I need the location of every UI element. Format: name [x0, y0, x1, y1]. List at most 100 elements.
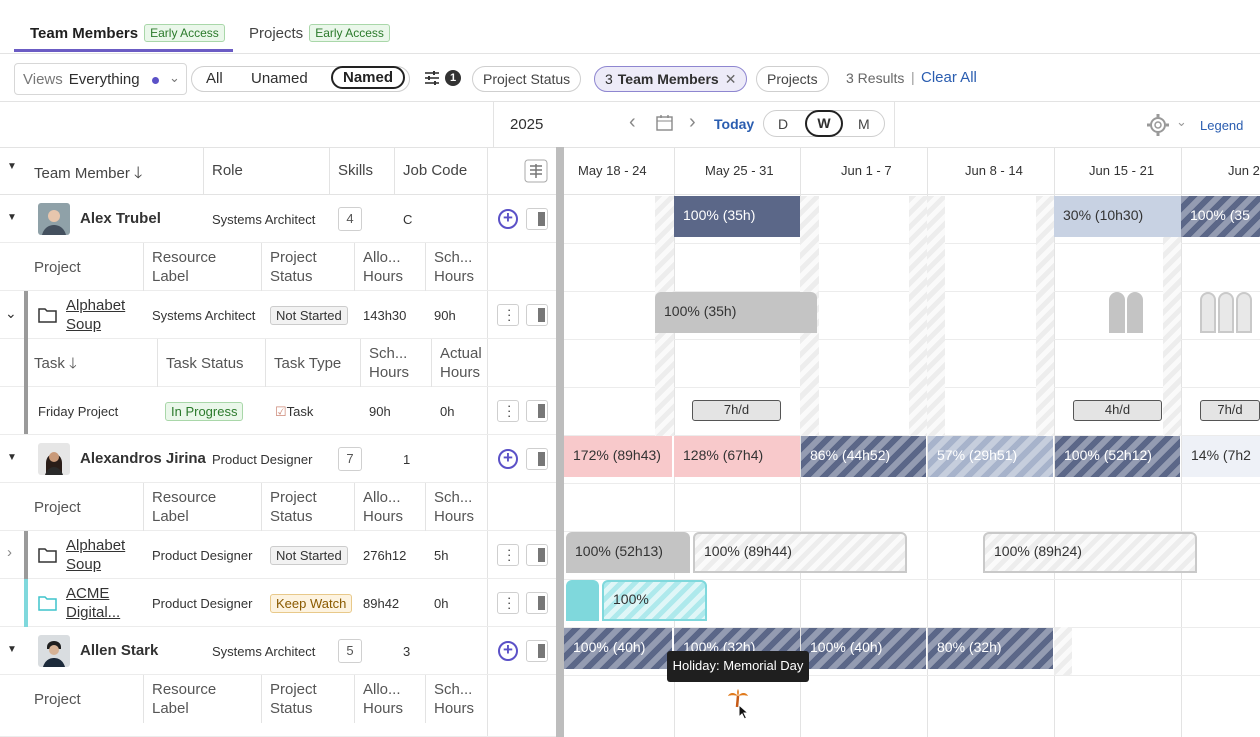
- allocation-bar[interactable]: 86% (44h52): [801, 436, 926, 477]
- seg-all[interactable]: All: [206, 70, 223, 87]
- task-name[interactable]: Friday Project: [38, 404, 119, 419]
- member-role: Product Designer: [212, 452, 313, 467]
- week-header: [564, 147, 1260, 195]
- clear-all-link[interactable]: Clear All: [921, 69, 977, 86]
- skills-count[interactable]: 7: [338, 447, 362, 471]
- column-team-member[interactable]: Team Member 🡓: [34, 162, 142, 189]
- legend-link[interactable]: Legend: [1200, 118, 1244, 133]
- gear-icon[interactable]: [1146, 113, 1170, 137]
- subhead-project-status: Project Status: [270, 489, 317, 525]
- project-bar-segment[interactable]: [566, 580, 599, 621]
- more-icon[interactable]: · · ·: [497, 543, 519, 566]
- tab-team-members[interactable]: Team Members Early Access: [30, 24, 225, 42]
- column-role[interactable]: Role: [212, 162, 243, 179]
- today-button[interactable]: Today: [714, 116, 755, 132]
- subhead-resource-label: Resource Label: [152, 681, 217, 717]
- column-picker-icon[interactable]: [524, 159, 548, 183]
- collapse-all-icon[interactable]: ▼: [7, 161, 17, 172]
- week-label: Jun 15 - 21: [1089, 163, 1155, 178]
- tab-label: Projects: [249, 24, 304, 42]
- task-hours-pill[interactable]: 4h/d: [1073, 400, 1162, 421]
- chevron-down-icon[interactable]: ⌄: [5, 305, 17, 321]
- allocation-bar[interactable]: 100% (40h): [801, 628, 926, 669]
- project-bar[interactable]: 100% (89h44): [693, 532, 907, 573]
- project-bar[interactable]: 100% (89h24): [983, 532, 1197, 573]
- member-name[interactable]: Alex Trubel: [80, 210, 161, 227]
- skills-count[interactable]: 4: [338, 207, 362, 231]
- column-skills[interactable]: Skills: [338, 162, 374, 179]
- chevron-right-icon[interactable]: ›: [689, 111, 696, 133]
- member-name[interactable]: Allen Stark: [80, 642, 159, 659]
- allocation-bar[interactable]: 128% (67h4): [674, 436, 800, 477]
- collapse-icon[interactable]: ▼: [7, 452, 17, 463]
- panel-icon[interactable]: [526, 592, 548, 614]
- chip-team-members[interactable]: 3 Team Members ✕: [594, 66, 748, 92]
- allocation-bar[interactable]: 100% (52h12): [1055, 436, 1180, 477]
- resource-label: Product Designer: [152, 596, 253, 611]
- column-label: Team Member: [34, 165, 130, 182]
- zoom-month[interactable]: M: [858, 116, 870, 132]
- tab-projects[interactable]: Projects Early Access: [249, 24, 390, 42]
- panel-icon[interactable]: [526, 208, 548, 230]
- avatar: [38, 635, 70, 667]
- column-job-code[interactable]: Job Code: [403, 162, 468, 179]
- skills-count[interactable]: 5: [338, 639, 362, 663]
- allocation-bar[interactable]: 100% (40h): [564, 628, 672, 669]
- project-bar-segment: [1218, 292, 1234, 333]
- close-icon[interactable]: ✕: [724, 71, 737, 87]
- task-hours-pill[interactable]: 7h/d: [1200, 400, 1260, 421]
- palm-tree-icon[interactable]: [727, 688, 749, 708]
- project-link[interactable]: Alphabet Soup: [66, 537, 126, 573]
- views-dropdown[interactable]: Views Everything ⌄: [14, 63, 187, 95]
- collapse-icon[interactable]: ▼: [7, 644, 17, 655]
- more-icon[interactable]: · · ·: [497, 591, 519, 614]
- panel-icon[interactable]: [526, 544, 548, 566]
- project-bar[interactable]: 100% (35h): [655, 292, 817, 333]
- tab-label: Team Members: [30, 24, 139, 42]
- panel-splitter[interactable]: [556, 147, 564, 737]
- task-hours-pill[interactable]: 7h/d: [692, 400, 781, 421]
- allocation-bar[interactable]: 100% (35h): [674, 196, 800, 237]
- chevron-left-icon[interactable]: ‹: [629, 111, 636, 133]
- allocation-bar[interactable]: 30% (10h30): [1054, 196, 1181, 237]
- job-code: 3: [403, 644, 411, 659]
- member-name[interactable]: Alexandros Jirina: [80, 450, 206, 467]
- subhead-project: Project: [34, 691, 81, 708]
- allocation-bar[interactable]: 172% (89h43): [564, 436, 672, 477]
- panel-icon[interactable]: [526, 304, 548, 326]
- add-icon[interactable]: +: [498, 449, 518, 469]
- more-icon[interactable]: · · ·: [497, 303, 519, 326]
- panel-icon[interactable]: [526, 400, 548, 422]
- panel-icon[interactable]: [526, 640, 548, 662]
- project-link[interactable]: ACME Digital...: [66, 585, 121, 621]
- filter-sliders-button[interactable]: 1: [424, 70, 461, 91]
- zoom-day[interactable]: D: [778, 116, 789, 132]
- zoom-segment: D W M: [763, 110, 885, 137]
- chevron-right-icon[interactable]: ›: [7, 544, 12, 561]
- chevron-down-icon[interactable]: ⌄: [1176, 114, 1187, 129]
- allocation-bar[interactable]: 14% (7h2: [1182, 436, 1260, 477]
- allo-hours: 89h42: [363, 596, 400, 611]
- project-link[interactable]: Alphabet Soup: [66, 297, 126, 333]
- allocation-bar[interactable]: 80% (32h): [928, 628, 1053, 669]
- folder-icon: [38, 596, 57, 611]
- project-bar[interactable]: 100%: [602, 580, 707, 621]
- project-bar[interactable]: 100% (52h13): [566, 532, 690, 573]
- add-icon[interactable]: +: [498, 209, 518, 229]
- more-icon[interactable]: · · ·: [497, 399, 519, 422]
- add-icon[interactable]: +: [498, 641, 518, 661]
- allocation-bar[interactable]: 100% (35: [1181, 196, 1260, 237]
- chip-projects[interactable]: Projects: [756, 66, 829, 92]
- panel-icon[interactable]: [526, 448, 548, 470]
- calendar-icon[interactable]: [656, 114, 673, 131]
- subhead-allo-hours: Allo... Hours: [363, 681, 404, 717]
- project-row: › Alphabet Soup Product Designer Not Sta…: [0, 531, 556, 579]
- chip-project-status[interactable]: Project Status: [472, 66, 582, 92]
- zoom-week[interactable]: W: [805, 110, 843, 137]
- collapse-icon[interactable]: ▼: [7, 212, 17, 223]
- seg-unamed[interactable]: Unamed: [251, 70, 308, 87]
- allocation-bar[interactable]: 57% (29h51): [928, 436, 1053, 477]
- sliders-icon: [425, 71, 439, 85]
- status-badge: Keep Watch: [270, 594, 353, 613]
- seg-named[interactable]: Named: [331, 66, 406, 89]
